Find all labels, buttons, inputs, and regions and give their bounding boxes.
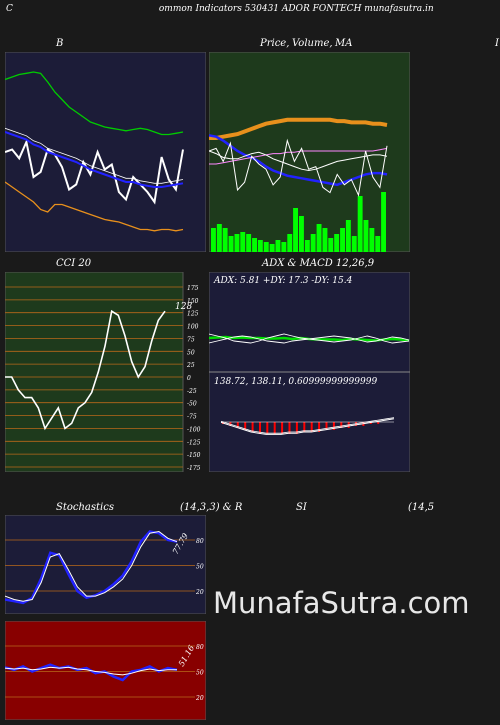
- cci-tick-label: 175: [187, 285, 199, 292]
- volume-bar: [287, 234, 293, 252]
- price-right-glyph: I: [495, 38, 499, 49]
- volume-bar: [216, 224, 222, 252]
- cci-tick-label: 50: [187, 349, 195, 356]
- cci-tick-label: 25: [186, 362, 195, 369]
- cci-tick-label: -50: [187, 401, 197, 408]
- cci-chart: 175 150 125 100 75 50 25 0 -25 -50 -75 -100 -125 -150…: [5, 272, 201, 472]
- price-ma-chart: [209, 52, 410, 252]
- volume-bar: [369, 228, 375, 252]
- volume-bar: [381, 192, 386, 252]
- rsi-tick-label: 80: [196, 644, 204, 651]
- volume-bar: [375, 236, 381, 252]
- volume-bar: [334, 234, 340, 252]
- header-title: ommon Indicators 530431 ADOR FONTECH mun…: [158, 4, 434, 14]
- volume-bar: [269, 244, 275, 252]
- adx-title: ADX & MACD 12,26,9: [262, 258, 375, 269]
- macd-values-text: 138.72, 138.11, 0.60999999999999: [214, 377, 377, 387]
- volume-bar: [211, 228, 216, 252]
- cci-tick-label: -25: [187, 388, 197, 395]
- cci-tick-label: -100: [187, 426, 201, 433]
- volume-bar: [357, 196, 363, 252]
- volume-bar: [234, 234, 240, 252]
- price-ma_blue-line: [209, 134, 388, 187]
- bollinger-chart: [5, 52, 206, 252]
- bb-middle-edge-line: [5, 127, 184, 184]
- volume-bar: [240, 232, 246, 252]
- volume-bar: [340, 228, 345, 252]
- bb-price-line: [5, 138, 184, 205]
- cci-tick-label: 100: [187, 324, 199, 331]
- cci-tick-label: -125: [187, 439, 201, 446]
- stoch-tick-label: 50: [196, 564, 204, 571]
- volume-bar: [322, 228, 328, 252]
- price-ma_white-line: [209, 150, 388, 172]
- bb-title: B: [56, 38, 64, 49]
- volume-bar: [345, 220, 351, 252]
- volume-bar: [310, 234, 316, 252]
- volume-bar: [252, 238, 257, 252]
- cci-tick-label: -175: [187, 465, 201, 472]
- volume-bar: [263, 242, 269, 252]
- macd-line: [220, 418, 395, 435]
- header-left-glyph: C: [6, 4, 13, 14]
- rsi-title-b: (14,5: [408, 502, 435, 513]
- volume-bar: [316, 224, 322, 252]
- price-title-c: MA: [335, 38, 353, 49]
- watermark: MunafaSutra.com: [213, 586, 470, 620]
- bb-lower-line: [5, 181, 184, 232]
- stoch-tick-label: 80: [196, 538, 204, 545]
- rsi-tick-label: 50: [196, 670, 204, 677]
- rsi-tick-label: 20: [195, 695, 204, 702]
- volume-bar: [222, 228, 228, 252]
- adx-macd-chart: ADX: 5.81 +DY: 17.3 -DY: 15.4 138.72, 13…: [209, 272, 410, 472]
- adx-values-text: ADX: 5.81 +DY: 17.3 -DY: 15.4: [213, 276, 353, 286]
- cci-title: CCI 20: [56, 258, 92, 269]
- rsi-rsi_white-line: [5, 666, 177, 676]
- price-price-line: [209, 138, 388, 197]
- bb-upper-line: [5, 71, 184, 136]
- cci-tick-label: -75: [187, 414, 197, 421]
- volume-bar: [304, 240, 310, 252]
- rsi-title-a: SI: [296, 502, 307, 513]
- stoch-title-a: Stochastics: [56, 502, 114, 513]
- stoch-title-b: (14,3,3) & R: [180, 502, 243, 513]
- volume-bar: [328, 238, 334, 252]
- volume-bar: [363, 220, 369, 252]
- cci-line: [5, 309, 166, 431]
- volume-bar: [281, 242, 287, 252]
- volume-bar: [246, 234, 252, 252]
- stoch-tick-label: 20: [195, 589, 204, 596]
- volume-bar: [228, 236, 234, 252]
- cci-tick-label: 75: [187, 336, 195, 343]
- cci-tick-label: 125: [187, 311, 199, 318]
- volume-bar: [299, 216, 304, 252]
- volume-bar: [293, 208, 298, 252]
- bb-middle-line: [5, 131, 184, 188]
- cci-tick-label: 0: [187, 375, 191, 382]
- volume-bar: [351, 236, 357, 252]
- price-ma_pink-line: [209, 147, 388, 165]
- volume-bar: [275, 240, 281, 252]
- stoch-d-line: [5, 530, 178, 602]
- cci-tick-label: 150: [187, 298, 199, 305]
- price-title-b: Volume,: [292, 38, 333, 49]
- volume-bar: [257, 240, 263, 252]
- adx-white_b-line: [209, 335, 410, 344]
- cci-tick-label: -150: [187, 452, 201, 459]
- cci-last-label: 128: [175, 302, 192, 312]
- price-title-a: Price,: [260, 38, 290, 49]
- price-ma_orange-line: [209, 117, 388, 140]
